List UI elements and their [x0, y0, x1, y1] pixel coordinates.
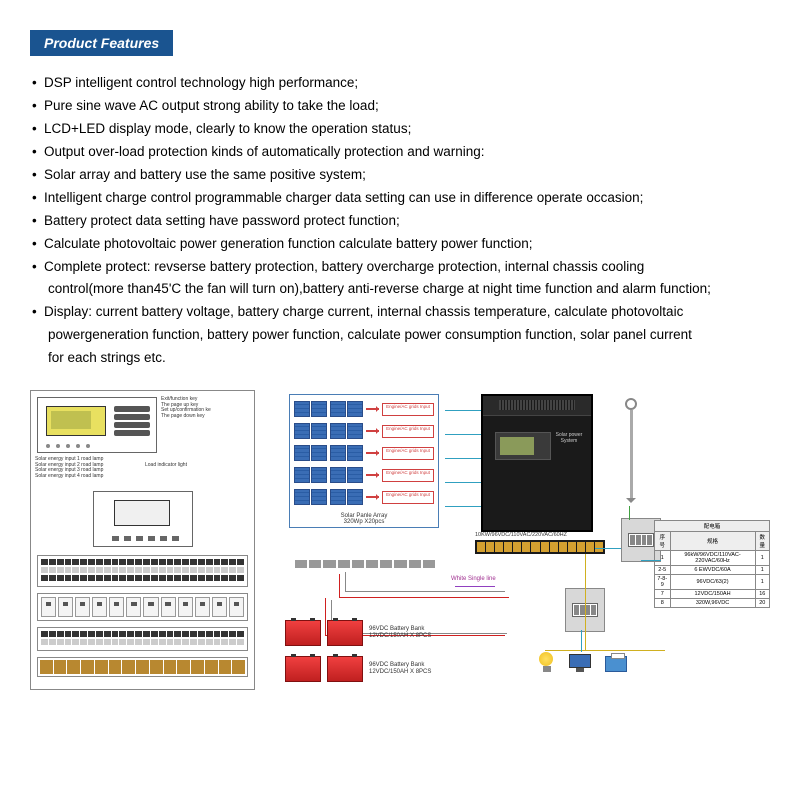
diagrams-row: Exit/function keyThe page up keySet up/c… — [30, 390, 770, 690]
features-list: DSP intelligent control technology high … — [30, 72, 770, 370]
input-labels: Solar energy input 1 road lampSolar ener… — [35, 457, 105, 479]
terminal-strip-1 — [37, 555, 248, 587]
feature-item: Complete protect: revserse battery prote… — [30, 256, 770, 279]
lcd-module-mid — [93, 491, 193, 547]
bulb-icon — [539, 652, 555, 672]
feature-item: Pure sine wave AC output strong ability … — [30, 95, 770, 118]
load-icons — [539, 652, 627, 672]
feature-item: Battery protect data setting have passwo… — [30, 210, 770, 233]
wire-note: White Single line — [451, 576, 496, 582]
load-indicator-label: Load indicator light — [145, 463, 187, 469]
lcd-module-top — [37, 397, 157, 453]
array-label-2: 320Wp X20pcs — [344, 519, 385, 525]
control-panel-diagram: Exit/function keyThe page up keySet up/c… — [30, 390, 255, 690]
feature-item: control(more than45'C the fan will turn … — [30, 278, 770, 301]
system-wiring-diagram: Engine/AC grids Input Engine/AC grids In… — [285, 390, 770, 690]
feature-item: LCD+LED display mode, clearly to know th… — [30, 118, 770, 141]
feature-item: powergeneration function, battery power … — [30, 324, 770, 347]
section-header: Product Features — [30, 30, 173, 56]
monitor-icon — [569, 654, 591, 672]
cabinet-spec: 10KW/96VDC/110VAC/220VAC/60HZ — [475, 532, 567, 538]
cabinet-terminals — [475, 540, 605, 554]
terminal-strip-2 — [37, 627, 248, 651]
feature-item: DSP intelligent control technology high … — [30, 72, 770, 95]
feature-item: Display: current battery voltage, batter… — [30, 301, 770, 324]
battery-bank: 96VDC Battery Bank 12VDC/150AH X 8PCS 96… — [285, 620, 495, 692]
solar-panel-array: Engine/AC grids Input Engine/AC grids In… — [289, 394, 439, 528]
spec-table: 配电箱序号规格数量196kW/96VDC/110VAC-220VAC/60Hz1… — [654, 520, 770, 608]
array-terminals — [295, 560, 435, 572]
feature-item: Solar array and battery use the same pos… — [30, 164, 770, 187]
inverter-cabinet: Solar power System — [481, 394, 593, 532]
printer-icon — [605, 656, 627, 672]
breaker-row — [37, 593, 248, 621]
feature-item: Intelligent charge control programmable … — [30, 187, 770, 210]
feature-item: Calculate photovoltaic power generation … — [30, 233, 770, 256]
cabinet-label: Solar power System — [555, 432, 583, 444]
feature-item: for each strings etc. — [30, 347, 770, 370]
amber-terminal-row — [37, 657, 248, 677]
ground-rod — [625, 398, 637, 506]
key-labels: Exit/function keyThe page up keySet up/c… — [161, 397, 245, 457]
feature-item: Output over-load protection kinds of aut… — [30, 141, 770, 164]
